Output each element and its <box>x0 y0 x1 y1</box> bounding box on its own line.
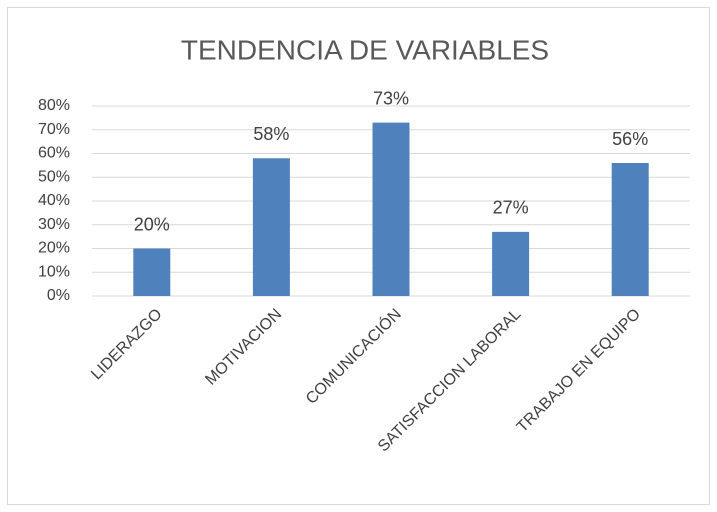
bar <box>611 163 649 296</box>
y-tick-label: 50% <box>38 168 70 185</box>
bar <box>372 122 410 296</box>
y-tick-label: 10% <box>38 263 70 280</box>
chart-frame <box>7 7 710 505</box>
y-tick-label: 60% <box>38 145 70 162</box>
data-label: 58% <box>253 124 289 144</box>
y-tick-label: 20% <box>38 240 70 257</box>
y-tick-label: 70% <box>38 121 70 138</box>
y-tick-label: 0% <box>47 287 70 304</box>
bar <box>133 248 171 296</box>
chart-title: TENDENCIA DE VARIABLES <box>181 34 549 65</box>
bar <box>492 231 530 296</box>
data-label: 20% <box>134 214 170 234</box>
data-label: 27% <box>493 198 529 218</box>
data-label: 56% <box>612 129 648 149</box>
data-label: 73% <box>373 88 409 108</box>
y-tick-label: 30% <box>38 216 70 233</box>
bar <box>252 158 290 296</box>
y-tick-label: 40% <box>38 192 70 209</box>
y-tick-label: 80% <box>38 97 70 114</box>
